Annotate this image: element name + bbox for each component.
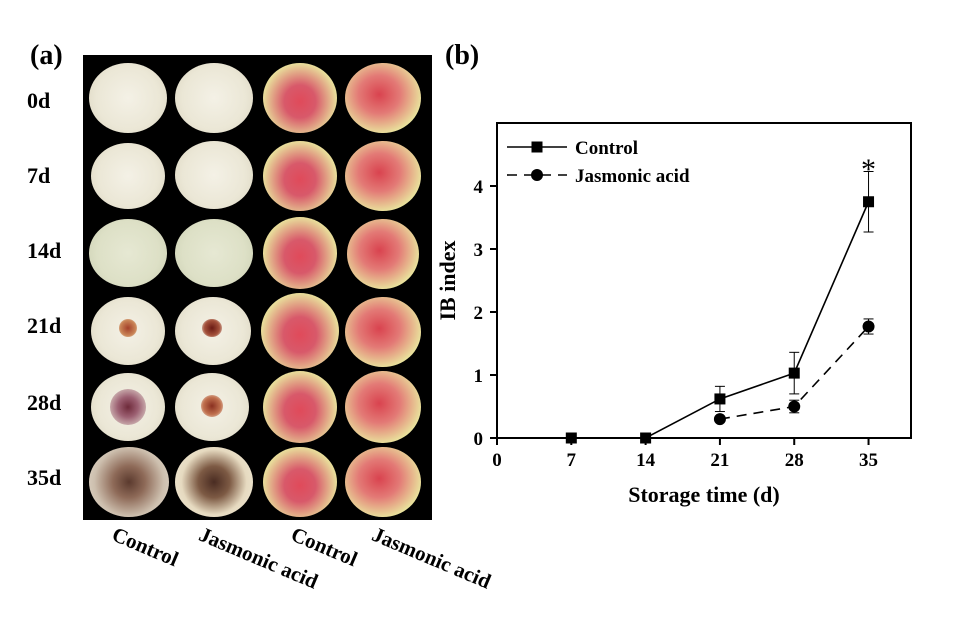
column-label-control-flesh: Control [108,522,183,572]
panel-a-letter: (a) [30,40,63,71]
peach-skin-ja-21d [345,297,421,367]
peach-skin-control-7d [263,141,337,211]
data-point-control [640,432,652,444]
x-tick-label: 7 [567,450,577,471]
peach-flesh-control-0d [89,63,167,133]
peach-skin-ja-35d [345,447,421,517]
peach-skin-control-0d [263,63,337,133]
data-point-jasmonic-acid [788,400,801,413]
significance-asterisk: * [861,153,876,186]
peach-flesh-ja-0d [175,63,253,133]
series-line-control [571,201,870,439]
peach-skin-control-35d [263,447,337,517]
legend-entry-jasmonic-acid: Jasmonic acid [507,166,690,187]
browning-core-ja-21d [202,319,222,337]
peach-skin-ja-7d [345,141,421,211]
data-point-control [788,367,800,379]
data-point-control [565,432,577,444]
y-tick-label: 1 [474,366,484,387]
panel-b-letter: (b) [445,40,480,71]
error-bar [789,351,800,395]
x-tick-label: 35 [859,450,878,471]
y-tick-label: 4 [474,177,484,198]
day-label-28d: 28d [27,390,62,415]
error-bar [863,171,874,233]
x-tick-label: 28 [785,450,804,471]
error-bar [714,385,725,413]
legend-label: Jasmonic acid [575,166,690,187]
peach-skin-ja-28d [345,371,421,443]
y-axis-label: IB index [435,240,460,320]
error-bar [863,318,874,335]
error-bar [789,399,800,414]
y-tick-label: 2 [474,303,484,324]
data-point-jasmonic-acid [862,320,875,333]
x-tick-label: 0 [492,450,502,471]
day-label-35d: 35d [27,465,62,490]
column-label-ja-skin: Jasmonic acid [368,522,495,594]
peach-photo-grid [83,55,432,520]
day-label-0d: 0d [27,88,51,113]
y-tick-label: 3 [474,240,484,261]
data-point-control [714,393,726,405]
peach-flesh-control-35d [89,447,169,517]
browning-core-control-28d [110,389,146,425]
peach-flesh-ja-7d [175,141,253,209]
day-label-21d: 21d [27,313,62,338]
peach-skin-ja-0d [345,63,421,133]
peach-skin-ja-14d [347,219,419,289]
browning-core-control-21d [119,319,137,337]
y-tick-label: 0 [474,429,484,450]
x-tick-label: 21 [710,450,729,471]
day-label-7d: 7d [27,163,51,188]
x-axis-label: Storage time (d) [628,482,780,507]
data-point-jasmonic-acid [713,413,726,426]
peach-flesh-ja-35d [175,447,253,517]
data-point-control [863,196,875,208]
day-label-14d: 14d [27,238,62,263]
peach-skin-control-28d [263,371,337,443]
browning-core-ja-28d [201,395,223,417]
series-line-jasmonic-acid [719,325,870,420]
legend-entry-control: Control [507,138,638,159]
peach-skin-control-21d [261,293,339,369]
plot-frame [496,122,912,439]
peach-flesh-control-7d [91,143,165,209]
peach-skin-control-14d [263,217,337,289]
legend-label: Control [575,138,638,159]
peach-flesh-ja-14d [175,219,253,287]
peach-flesh-control-14d [89,219,167,287]
x-tick-label: 14 [636,450,656,471]
